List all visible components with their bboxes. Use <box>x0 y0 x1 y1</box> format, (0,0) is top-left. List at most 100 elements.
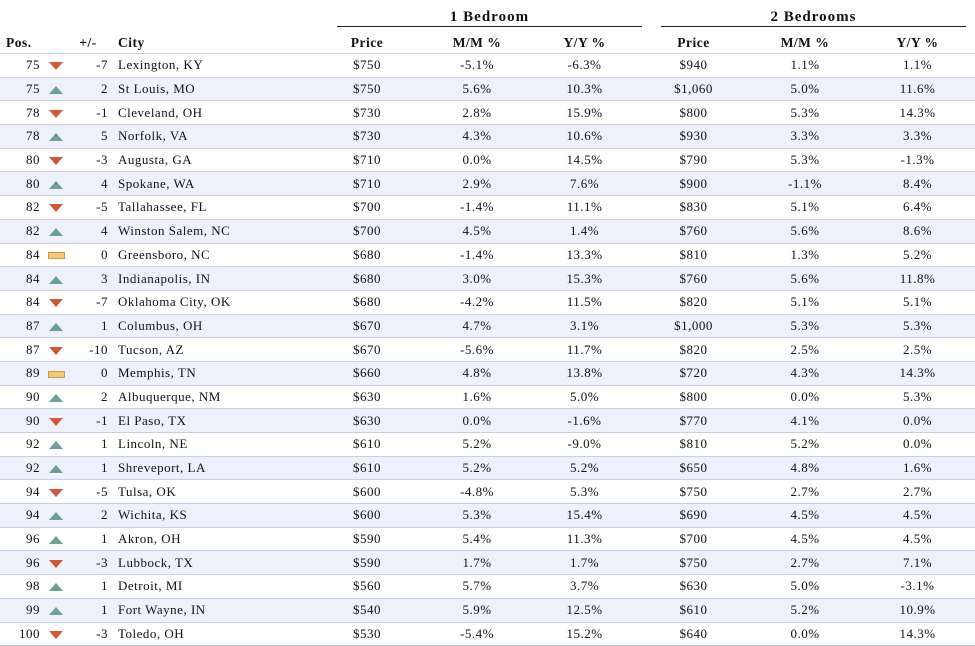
yy-2br-cell: 11.8% <box>899 270 936 286</box>
city-cell: Lubbock, TX <box>118 554 194 570</box>
price-2br-cell: $650 <box>679 460 708 476</box>
mm-2br-cell: 5.3% <box>790 152 820 168</box>
change-cell: -7 <box>96 294 108 310</box>
mm-1br-cell: 2.8% <box>462 104 492 120</box>
mm-2br-cell: 5.0% <box>790 578 820 594</box>
price-2br-cell: $720 <box>679 365 708 381</box>
change-cell: 2 <box>101 388 108 404</box>
mm-2br-cell: 0.0% <box>790 625 820 641</box>
down-triangle-icon <box>49 346 63 355</box>
price-1br-cell: $750 <box>353 81 381 97</box>
city-cell: Akron, OH <box>118 531 181 547</box>
price-1br-cell: $540 <box>353 602 381 618</box>
up-triangle-icon <box>49 441 63 450</box>
table-row: 94 -5 Tulsa, OK $600 -4.8% 5.3% $750 2.7% 2.7% <box>0 479 975 504</box>
price-1br-cell: $680 <box>353 246 381 262</box>
city-cell: Tucson, AZ <box>118 341 184 357</box>
down-triangle-icon <box>49 630 63 639</box>
change-cell: -5 <box>96 483 108 499</box>
city-cell: El Paso, TX <box>118 412 187 428</box>
mm-2br-cell: 5.1% <box>790 294 820 310</box>
price-1br-column-header: Price <box>350 35 384 50</box>
mm-1br-cell: -4.2% <box>460 294 494 310</box>
position-cell: 84 <box>26 270 40 286</box>
position-cell: 94 <box>26 507 40 523</box>
city-cell: Memphis, TN <box>118 365 197 381</box>
city-cell: Spokane, WA <box>118 175 195 191</box>
price-2br-cell: $640 <box>679 625 708 641</box>
mm-2br-cell: 4.5% <box>790 507 820 523</box>
mm-2br-cell: 5.0% <box>790 81 820 97</box>
mm-1br-cell: 5.3% <box>462 507 492 523</box>
yy-2br-cell: 6.4% <box>902 199 933 215</box>
table-row: 84 0 Greensboro, NC $680 -1.4% 13.3% $810 1.3% 5… <box>0 243 975 267</box>
price-1br-cell: $710 <box>353 152 381 168</box>
trend-cell <box>44 433 68 457</box>
two-bedrooms-group-header: 2 Bedrooms <box>661 8 966 27</box>
price-1br-cell: $710 <box>353 175 381 191</box>
mm-2br-cell: 5.1% <box>790 199 820 215</box>
mm-2br-cell: 1.1% <box>790 57 820 73</box>
yy-2br-cell: 2.7% <box>902 483 933 499</box>
table-row: 92 1 Shreveport, LA $610 5.2% 5.2% $650 4.8% 1.6… <box>0 456 975 480</box>
change-cell: -7 <box>96 57 108 73</box>
price-2br-cell: $770 <box>679 412 708 428</box>
table-row: 78 -1 Cleveland, OH $730 2.8% 15.9% $800 5.3% 14… <box>0 100 975 125</box>
position-cell: 80 <box>26 175 40 191</box>
price-1br-cell: $600 <box>353 507 381 523</box>
table-row: 78 5 Norfolk, VA $730 4.3% 10.6% $930 3.3% 3.3% <box>0 124 975 149</box>
mm-1br-cell: -1.4% <box>460 199 494 215</box>
city-cell: Greensboro, NC <box>118 246 211 262</box>
table-row: 75 -7 Lexington, KY $750 -5.1% -6.3% $940 1.1% 1… <box>0 53 975 78</box>
change-cell: 4 <box>101 175 108 191</box>
yy-2br-cell: 14.3% <box>899 104 936 120</box>
position-cell: 89 <box>26 365 40 381</box>
price-1br-cell: $730 <box>353 104 381 120</box>
change-cell: 0 <box>101 246 108 262</box>
trend-cell <box>44 575 68 599</box>
position-cell: 82 <box>26 223 40 239</box>
yy-2br-cell: 4.5% <box>902 531 933 547</box>
table-row: 90 -1 El Paso, TX $630 0.0% -1.6% $770 4.1% 0.0% <box>0 408 975 433</box>
price-1br-cell: $660 <box>353 365 381 381</box>
rent-ranking-table: Pos. +/- City Price M/M % Y/Y % Price M/… <box>0 33 975 646</box>
position-cell: 94 <box>26 483 40 499</box>
yy-1br-cell: 13.3% <box>566 246 603 262</box>
up-triangle-icon <box>49 180 63 189</box>
price-2br-cell: $800 <box>679 388 708 404</box>
price-1br-cell: $680 <box>353 294 381 310</box>
position-cell: 82 <box>26 199 40 215</box>
city-cell: Cleveland, OH <box>118 104 203 120</box>
table-row: 92 1 Lincoln, NE $610 5.2% -9.0% $810 5.2% 0.0% <box>0 432 975 457</box>
yy-2br-cell: 10.9% <box>899 602 936 618</box>
table-row: 96 1 Akron, OH $590 5.4% 11.3% $700 4.5% 4.5% <box>0 527 975 551</box>
mm-1br-cell: -4.8% <box>460 483 494 499</box>
price-2br-cell: $830 <box>679 199 708 215</box>
mm-2br-cell: 3.3% <box>790 128 820 144</box>
city-cell: Norfolk, VA <box>118 128 189 144</box>
trend-cell <box>44 338 68 362</box>
yy-1br-cell: 15.3% <box>566 270 603 286</box>
yy-1br-cell: 10.6% <box>566 128 603 144</box>
yy-2br-cell: 1.1% <box>902 57 933 73</box>
price-1br-cell: $600 <box>353 483 381 499</box>
down-triangle-icon <box>49 109 63 118</box>
trend-cell <box>44 54 68 78</box>
trend-cell <box>44 172 68 196</box>
price-1br-cell: $670 <box>353 317 381 333</box>
mm-1br-cell: 4.3% <box>462 128 492 144</box>
position-cell: 99 <box>26 602 40 618</box>
table-row: 82 -5 Tallahassee, FL $700 -1.4% 11.1% $830 5.1… <box>0 195 975 220</box>
city-cell: Toledo, OH <box>118 625 185 641</box>
price-2br-cell: $800 <box>679 104 708 120</box>
trend-cell <box>44 527 68 551</box>
price-2br-cell: $750 <box>679 554 708 570</box>
position-cell: 90 <box>26 412 40 428</box>
city-column-header: City <box>118 35 145 50</box>
trend-cell <box>44 456 68 480</box>
change-cell: -3 <box>96 554 108 570</box>
yy-1br-cell: 13.8% <box>566 365 603 381</box>
position-cell: 96 <box>26 554 40 570</box>
trend-cell <box>44 219 68 243</box>
price-1br-cell: $750 <box>353 57 381 73</box>
